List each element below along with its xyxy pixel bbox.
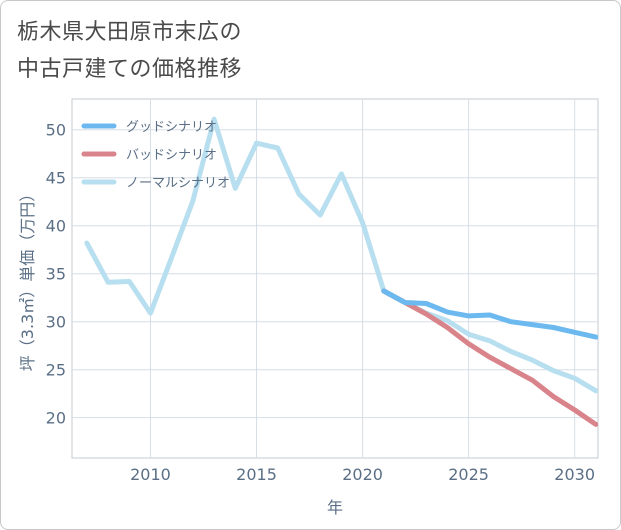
y-tick-label: 40 <box>46 217 66 236</box>
series-line-bad <box>381 288 598 427</box>
y-tick-label: 35 <box>46 265 66 284</box>
x-tick-label: 2020 <box>342 465 383 484</box>
series-line-good <box>381 288 598 340</box>
plot-frame <box>71 98 599 459</box>
plot-area <box>71 98 599 459</box>
legend-label: グッドシナリオ <box>126 120 217 135</box>
x-axis-label: 年 <box>327 498 343 517</box>
y-tick-label: 30 <box>46 313 66 332</box>
y-tick-label: 50 <box>46 121 66 140</box>
y-tick-label: 45 <box>46 169 66 188</box>
x-tick-label: 2030 <box>554 465 595 484</box>
series-lines <box>84 116 598 427</box>
legend-label: ノーマルシナリオ <box>126 176 230 191</box>
x-tick-label: 2015 <box>236 465 277 484</box>
y-axis-label: 坪（3.3㎡）単価（万円） <box>18 186 37 371</box>
x-tick-label: 2010 <box>130 465 171 484</box>
y-tick-label: 25 <box>46 361 66 380</box>
series-line-normal <box>84 116 598 394</box>
chart-title-line-2: 中古戸建ての価格推移 <box>17 57 243 82</box>
x-tick-label: 2025 <box>448 465 489 484</box>
legend-label: バッドシナリオ <box>126 148 217 163</box>
y-tick-label: 20 <box>46 409 66 428</box>
chart-title: 栃木県大田原市末広の 中古戸建ての価格推移 <box>17 14 242 88</box>
chart-title-line-1: 栃木県大田原市末広の <box>17 20 243 45</box>
